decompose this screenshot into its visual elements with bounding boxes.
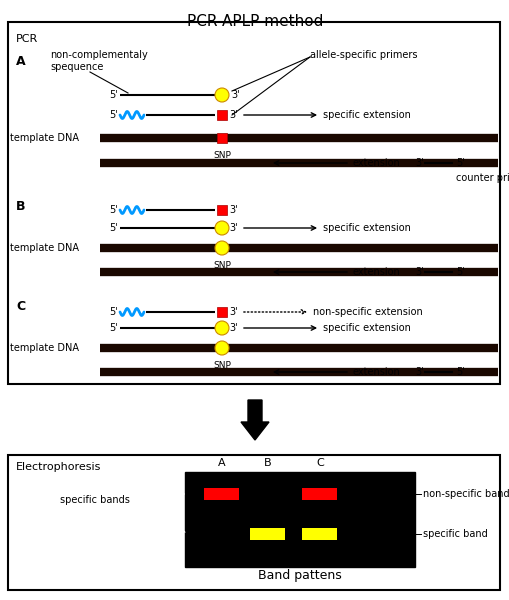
Text: 3': 3'	[229, 307, 237, 317]
Text: B: B	[264, 458, 271, 468]
Text: 3': 3'	[229, 223, 237, 233]
Text: specific extension: specific extension	[322, 323, 410, 333]
Text: 3': 3'	[414, 267, 423, 277]
Bar	[216, 307, 227, 317]
Text: 3': 3'	[229, 110, 237, 120]
Text: non-complementaly: non-complementaly	[50, 50, 148, 60]
Text: counter primer: counter primer	[455, 173, 509, 183]
Circle shape	[215, 221, 229, 235]
Text: 5': 5'	[109, 307, 118, 317]
Circle shape	[215, 341, 229, 355]
Text: A: A	[218, 458, 225, 468]
Text: specific extension: specific extension	[322, 223, 410, 233]
Text: spequence: spequence	[50, 62, 103, 72]
Text: C: C	[16, 300, 25, 313]
Bar	[250, 528, 285, 540]
Text: 5': 5'	[455, 158, 464, 168]
Text: Band pattens: Band pattens	[258, 569, 341, 583]
Text: C: C	[316, 458, 323, 468]
Text: template DNA: template DNA	[10, 133, 79, 143]
Text: extension: extension	[352, 367, 400, 377]
Text: template DNA: template DNA	[10, 343, 79, 353]
Text: extension: extension	[352, 158, 400, 168]
Text: Electrophoresis: Electrophoresis	[16, 462, 101, 472]
Text: SNP: SNP	[213, 361, 231, 370]
Text: 5': 5'	[455, 367, 464, 377]
Text: 5': 5'	[109, 205, 118, 215]
Text: non-specific extension: non-specific extension	[313, 307, 422, 317]
Text: 5': 5'	[109, 110, 118, 120]
Text: specific bands: specific bands	[60, 495, 130, 505]
Text: 3': 3'	[229, 323, 237, 333]
Bar	[216, 110, 227, 120]
Text: allele-specific primers: allele-specific primers	[309, 50, 417, 60]
Text: B: B	[16, 200, 25, 213]
Text: template DNA: template DNA	[10, 243, 79, 253]
Circle shape	[215, 321, 229, 335]
Text: SNP: SNP	[213, 151, 231, 160]
Text: non-specific band: non-specific band	[422, 489, 508, 499]
Text: 5': 5'	[455, 267, 464, 277]
Text: specific extension: specific extension	[322, 110, 410, 120]
Text: 3': 3'	[231, 90, 239, 100]
Bar	[216, 133, 227, 143]
Text: 5': 5'	[109, 223, 118, 233]
Text: 3': 3'	[414, 367, 423, 377]
Bar	[216, 205, 227, 215]
FancyBboxPatch shape	[185, 472, 414, 567]
Bar	[302, 488, 337, 500]
Text: extension: extension	[352, 267, 400, 277]
Text: PCR-APLP method: PCR-APLP method	[186, 14, 323, 29]
Circle shape	[215, 241, 229, 255]
FancyArrow shape	[241, 400, 268, 440]
Text: 5': 5'	[109, 90, 118, 100]
Text: specific band: specific band	[422, 529, 487, 539]
Text: PCR: PCR	[16, 34, 38, 44]
Text: A: A	[16, 55, 25, 68]
Bar	[204, 488, 239, 500]
Circle shape	[215, 88, 229, 102]
Text: 5': 5'	[109, 323, 118, 333]
Text: 3': 3'	[229, 205, 237, 215]
Text: 3': 3'	[414, 158, 423, 168]
Text: SNP: SNP	[213, 261, 231, 270]
Bar	[302, 528, 337, 540]
